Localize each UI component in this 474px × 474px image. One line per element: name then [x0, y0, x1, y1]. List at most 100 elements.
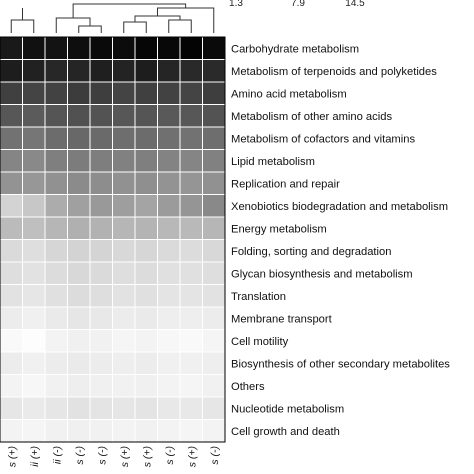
heatmap-cell	[89, 351, 113, 375]
heatmap-cell	[67, 396, 91, 420]
heatmap-cell	[89, 306, 113, 330]
heatmap-cell	[179, 396, 203, 420]
heatmap-cell	[67, 216, 91, 240]
heatmap-cell	[22, 261, 46, 285]
heatmap-cell	[44, 216, 68, 240]
heatmap-cell	[22, 351, 46, 375]
heatmap-cell	[0, 104, 23, 128]
heatmap-cell	[0, 419, 23, 443]
heatmap-cell	[179, 171, 203, 195]
heatmap-cell	[67, 239, 91, 263]
heatmap-cell	[67, 126, 91, 150]
heatmap-cell	[22, 81, 46, 105]
color-scale-tick-low: 1.3	[229, 0, 243, 9]
heatmap-cell	[44, 419, 68, 443]
heatmap-cell	[0, 36, 23, 60]
heatmap-cell	[0, 261, 23, 285]
heatmap-cell	[89, 419, 113, 443]
heatmap-cell	[67, 81, 91, 105]
heatmap-cell	[202, 104, 226, 128]
heatmap-cell	[44, 81, 68, 105]
heatmap-cell	[22, 419, 46, 443]
heatmap-cell	[112, 261, 136, 285]
heatmap-cell	[89, 149, 113, 173]
heatmap-cell	[22, 329, 46, 353]
heatmap-cell	[44, 374, 68, 398]
heatmap-cell	[0, 374, 23, 398]
heatmap-cell	[179, 239, 203, 263]
heatmap-cell	[112, 171, 136, 195]
heatmap-cell	[202, 149, 226, 173]
row-labels: Carbohydrate metabolism Metabolism of ter…	[231, 43, 450, 438]
heatmap-cell	[134, 419, 158, 443]
row-label: Carbohydrate metabolism	[231, 43, 359, 55]
heatmap-cell	[112, 36, 136, 60]
heatmap-cell	[67, 59, 91, 83]
heatmap-cell	[157, 126, 181, 150]
color-scale-tick-mid: 7.9	[291, 0, 305, 9]
row-label: Folding, sorting and degradation	[231, 246, 391, 258]
heatmap-cell	[0, 149, 23, 173]
heatmap-cell	[44, 396, 68, 420]
heatmap-cell	[112, 81, 136, 105]
heatmap-cell	[157, 104, 181, 128]
column-label: ii (+)	[29, 446, 41, 467]
heatmap-cell	[202, 59, 226, 83]
heatmap-cell	[44, 171, 68, 195]
heatmap-cell	[157, 329, 181, 353]
heatmap-cell	[22, 171, 46, 195]
heatmap-cell	[22, 36, 46, 60]
heatmap-cell	[67, 284, 91, 308]
row-label: Xenobiotics biodegradation and metabolis…	[231, 201, 448, 213]
heatmap-cell	[112, 329, 136, 353]
heatmap-cell	[44, 329, 68, 353]
heatmap-cell	[112, 239, 136, 263]
dendrogram-branch	[168, 19, 192, 33]
heatmap-cell	[89, 374, 113, 398]
heatmap-cell	[112, 216, 136, 240]
heatmap-cell	[89, 329, 113, 353]
dendrogram-branch	[10, 19, 35, 33]
heatmap-cell	[44, 239, 68, 263]
heatmap-cell	[202, 194, 226, 218]
heatmap-cell	[89, 104, 113, 128]
heatmap-cell	[157, 216, 181, 240]
row-label: Translation	[231, 291, 286, 303]
row-label: Metabolism of terpenoids and polyketides	[231, 66, 437, 78]
heatmap-cell	[67, 306, 91, 330]
column-label: s (-)	[74, 446, 86, 465]
heatmap-cell	[134, 194, 158, 218]
row-label: Metabolism of other amino acids	[231, 111, 392, 123]
heatmap-cell	[112, 284, 136, 308]
heatmap-cell	[0, 306, 23, 330]
heatmap-cell	[22, 216, 46, 240]
row-label: Others	[231, 381, 265, 393]
heatmap-cell	[89, 59, 113, 83]
heatmap-cell	[44, 149, 68, 173]
column-label: ii (-)	[51, 446, 63, 464]
row-label: Energy metabolism	[231, 223, 327, 235]
dendrogram-branch	[134, 15, 181, 22]
heatmap-cell	[202, 81, 226, 105]
heatmap-cell	[202, 239, 226, 263]
heatmap-cell	[67, 104, 91, 128]
heatmap-cell	[0, 239, 23, 263]
column-label: s (+)	[119, 446, 131, 467]
heatmap-cell	[89, 171, 113, 195]
heatmap-cell	[0, 396, 23, 420]
heatmap-cell	[112, 104, 136, 128]
row-label: Membrane transport	[231, 313, 333, 325]
heatmap-cell	[112, 396, 136, 420]
heatmap-cell	[179, 329, 203, 353]
heatmap-cell	[112, 194, 136, 218]
heatmap-cell	[202, 36, 226, 60]
heatmap-cell	[22, 126, 46, 150]
heatmap-cell	[179, 306, 203, 330]
row-label: Biosynthesis of other secondary metaboli…	[231, 358, 450, 370]
heatmap-cell	[157, 194, 181, 218]
heatmap-cell	[202, 171, 226, 195]
heatmap-cell	[89, 126, 113, 150]
heatmap-cell	[89, 284, 113, 308]
heatmap-cell	[89, 194, 113, 218]
